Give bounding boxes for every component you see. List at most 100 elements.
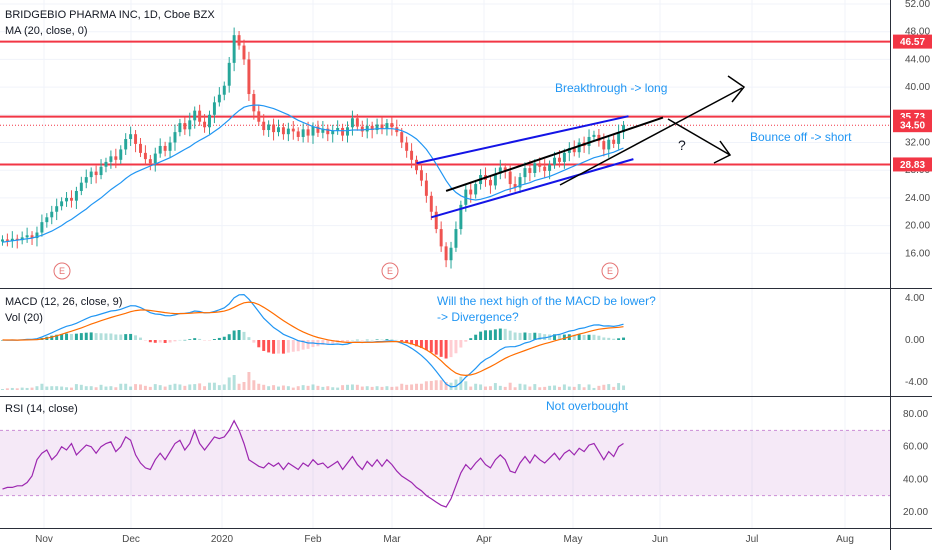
volume-bar [272,385,276,390]
time-tick-label: Feb [304,534,322,545]
macd-hist-bar [208,340,211,341]
volume-bar [25,387,29,390]
volume-bar [173,383,177,390]
candle-body [513,184,517,188]
volume-bar [617,383,621,390]
annotation-macd-2: -> Divergence? [437,310,519,324]
candle-body [267,124,271,131]
volume-bar [424,381,428,390]
trend-line [445,116,664,192]
macd-hist-bar [454,340,458,354]
volume-bar [395,386,399,390]
volume-bar [429,380,433,390]
earnings-marker-1[interactable]: E [53,262,71,280]
candle-body [20,237,24,241]
volume-bar [434,380,438,390]
price-tag[interactable] [893,118,932,133]
time-tick-label: Nov [35,534,53,545]
volume-bar [341,385,345,390]
volume-bar [193,384,197,390]
candle-body [587,136,591,146]
volume-bar [45,386,49,390]
macd-hist-bar [222,336,226,340]
macd-hist-bar [124,334,128,340]
candle-body [518,177,522,188]
price-tag[interactable] [893,34,932,49]
vol-legend: Vol (20) [5,312,43,324]
macd-hist-bar [602,337,606,340]
candle-body [0,239,4,242]
candle-body [370,125,374,131]
ma-line [2,104,624,243]
price-tick-label: 24.00 [905,193,930,204]
annotation-macd-1: Will the next high of the MACD be lower? [437,294,656,308]
macd-hist-bar [89,332,93,340]
candle-body [336,127,340,131]
time-tick-label: 2020 [211,534,234,545]
macd-hist-bar [0,340,4,341]
candle-body [286,128,290,135]
candle-body [508,171,512,185]
candle-body [385,123,389,129]
earnings-marker-3[interactable]: E [601,262,619,280]
candle-body [25,235,29,238]
volume-bar [129,386,133,390]
candle-body [272,124,276,133]
candle-body [129,134,133,140]
macd-hist-bar [321,340,325,345]
macd-hist-bar [597,335,601,340]
macd-hist-bar [484,330,487,340]
volume-bar [257,383,261,390]
macd-hist-bar [513,332,517,340]
volume-bar [74,384,78,390]
candle-body [424,180,428,196]
rsi-line [2,419,624,508]
candle-body [69,197,73,201]
candle-body [217,94,221,103]
candle-body [55,206,59,212]
price-tag[interactable] [893,157,932,172]
volume-bar [577,384,581,390]
earnings-label: E [387,266,393,276]
volume-bar [365,386,369,390]
price-tag-label: 34.50 [900,121,925,132]
candle-body [533,163,537,173]
price-tag-label: 28.83 [900,160,925,171]
volume-bar [597,385,601,390]
macd-hist-bar [553,334,557,340]
candle-body [503,167,507,172]
time-tick-label: Apr [476,534,492,545]
earnings-marker-2[interactable]: E [381,262,399,280]
candle-body [311,126,315,136]
volume-bar [0,389,4,390]
candle-body [469,189,473,195]
time-tick-label: Jun [652,534,668,545]
candle-body [612,139,616,144]
volume-bar [370,386,374,390]
candle-body [572,148,576,153]
channel-lower-line [431,158,634,219]
candle-body [188,120,192,130]
volume-bar [513,387,517,390]
candle-body [148,159,152,164]
volume-bar [50,386,54,390]
candle-body [45,217,49,223]
macd-hist-bar [291,340,295,352]
rsi-tick-label: 40.00 [903,474,928,485]
volume-bar [119,383,123,390]
candle-body [346,127,349,136]
macd-hist-bar [360,340,364,341]
volume-bar [533,384,537,390]
candle-body [449,247,453,261]
candle-body [158,145,162,154]
candle-body [301,129,305,137]
candle-body [326,128,330,135]
volume-bar [281,385,285,390]
candle-body [493,173,497,186]
candle-body [40,222,44,233]
horizontal-levels [0,40,890,166]
volume-bar [109,386,113,390]
grid [0,0,890,528]
